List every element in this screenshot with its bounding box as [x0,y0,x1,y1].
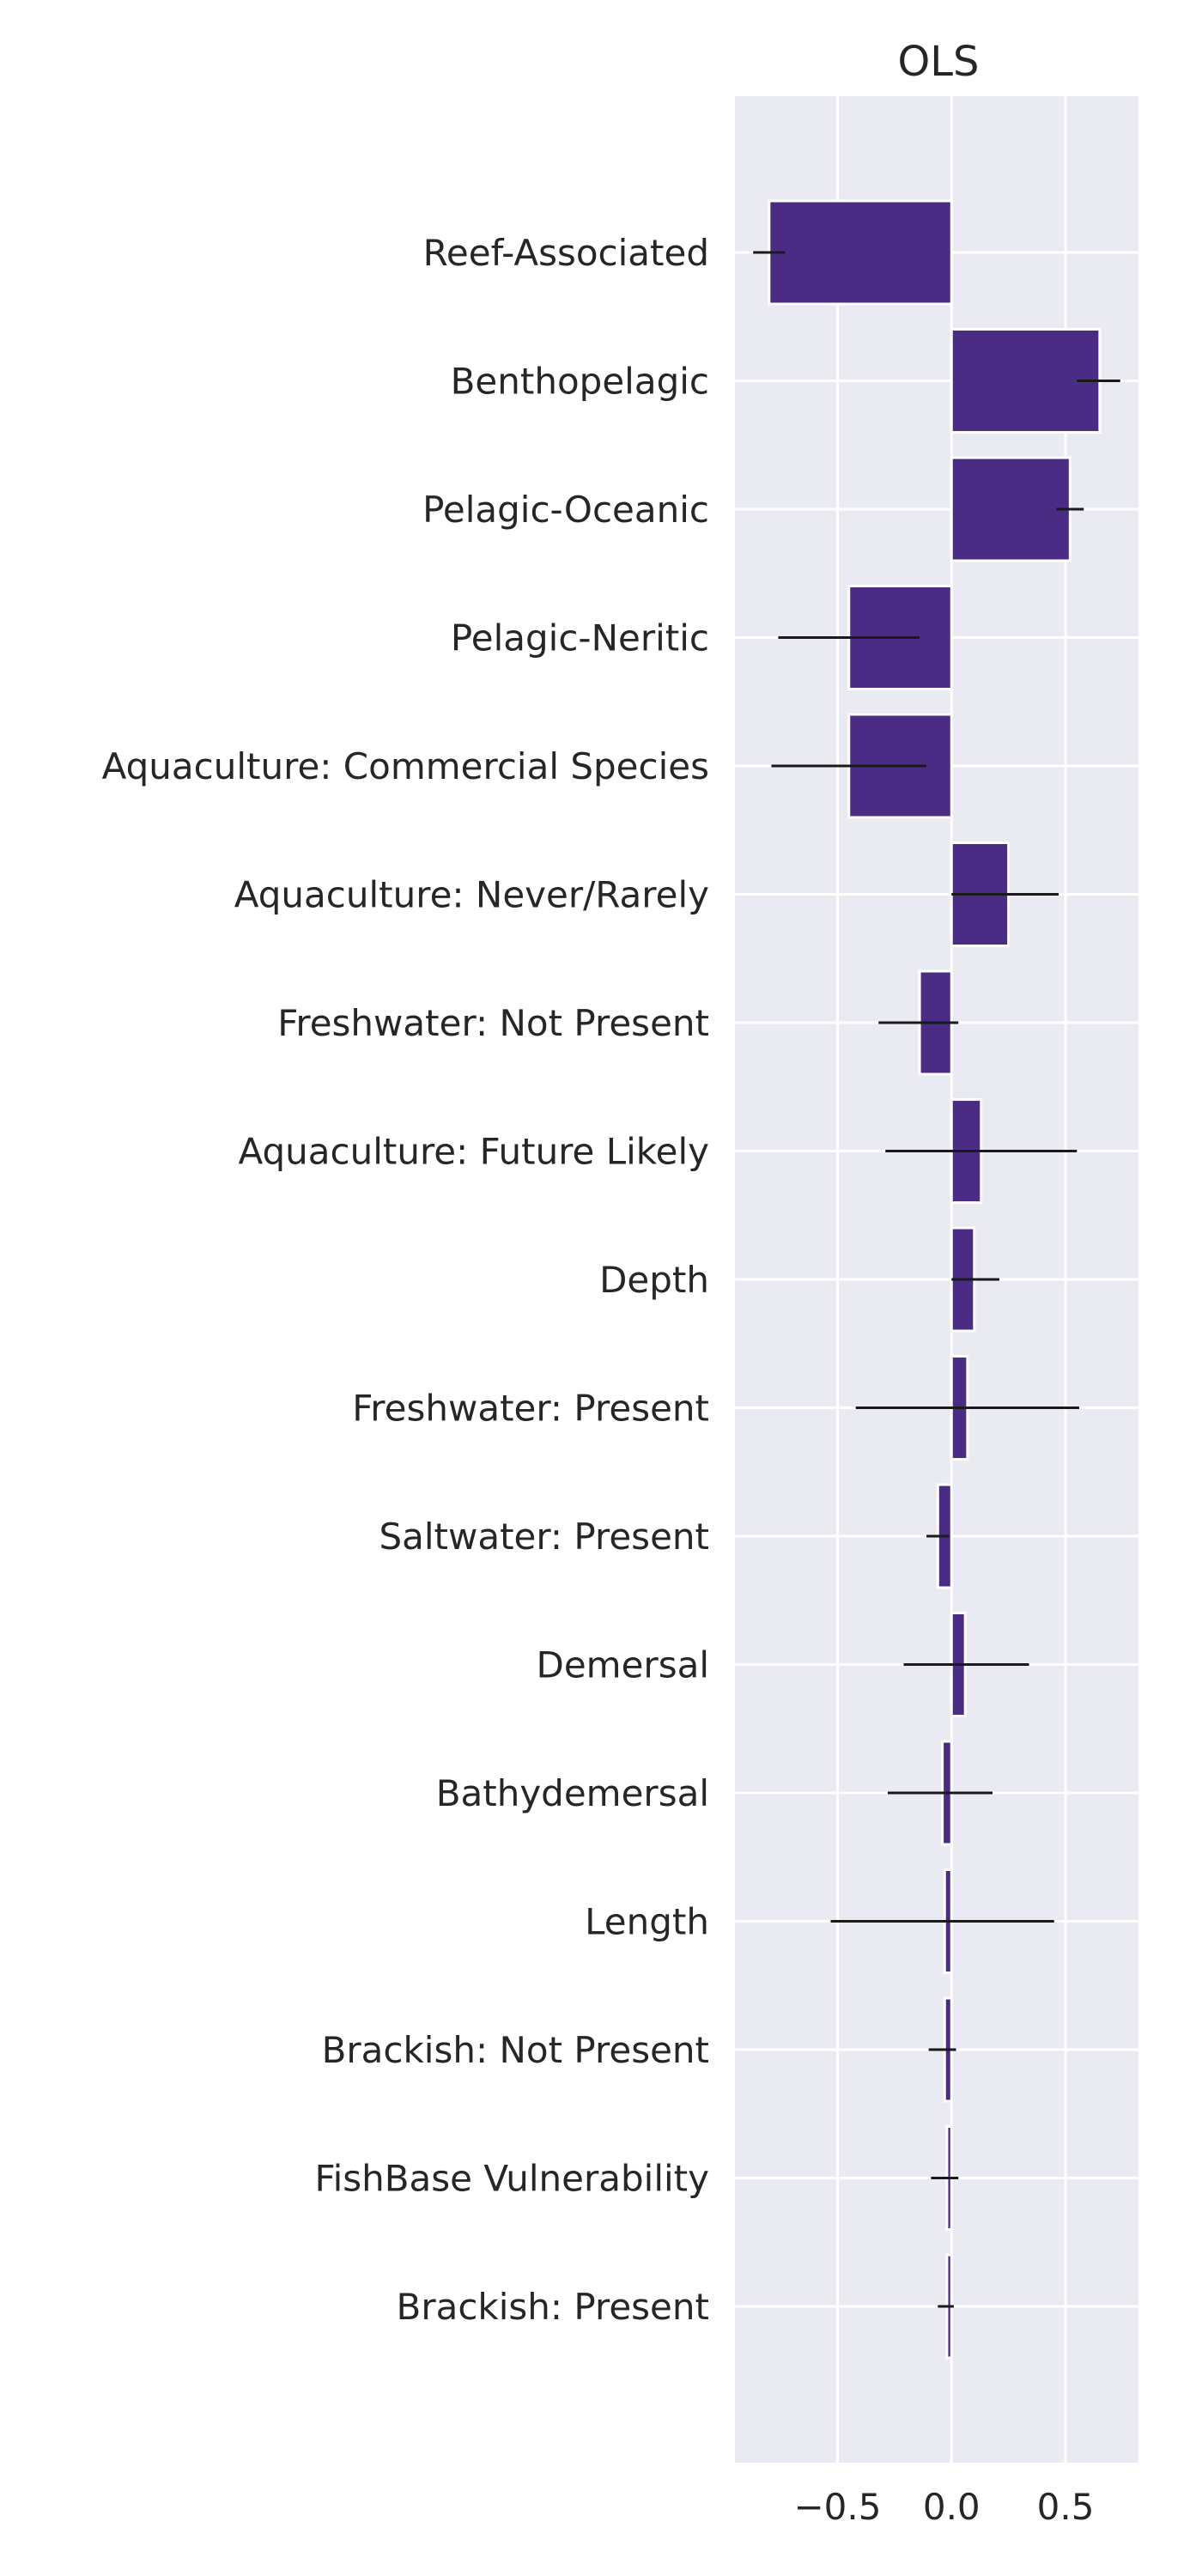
error-bars [753,251,1120,2308]
category-label: Length [585,1901,709,1943]
bar [950,328,1102,434]
x-tick-label: 0.0 [923,2486,980,2528]
category-label: Pelagic-Neritic [451,617,709,659]
bar [768,199,953,306]
category-label: Bathydemersal [436,1772,709,1814]
category-label: Benthopelagic [451,361,709,403]
category-label: Freshwater: Not Present [277,1002,709,1044]
category-label: Aquaculture: Future Likely [238,1131,709,1173]
category-label: Aquaculture: Never/Rarely [234,874,709,916]
x-tick-label: 0.5 [1037,2486,1095,2528]
category-label: Saltwater: Present [379,1516,709,1558]
category-label: Pelagic-Oceanic [422,489,709,531]
category-label: Reef-Associated [423,232,709,274]
bar [950,456,1071,562]
x-tick-labels: −0.5 0.0 0.5 [793,2486,1094,2528]
category-label: FishBase Vulnerability [314,2158,709,2200]
category-label: Freshwater: Present [352,1388,709,1430]
category-label: Brackish: Not Present [322,2029,709,2071]
chart-title: OLS [898,38,980,86]
category-label: Aquaculture: Commercial Species [102,745,709,787]
category-label: Depth [599,1259,709,1301]
x-tick-label: −0.5 [793,2486,881,2528]
category-label: Brackish: Present [397,2286,710,2328]
category-labels: Reef-Associated Benthopelagic Pelagic-Ocea… [102,232,709,2328]
category-label: Demersal [537,1644,710,1686]
